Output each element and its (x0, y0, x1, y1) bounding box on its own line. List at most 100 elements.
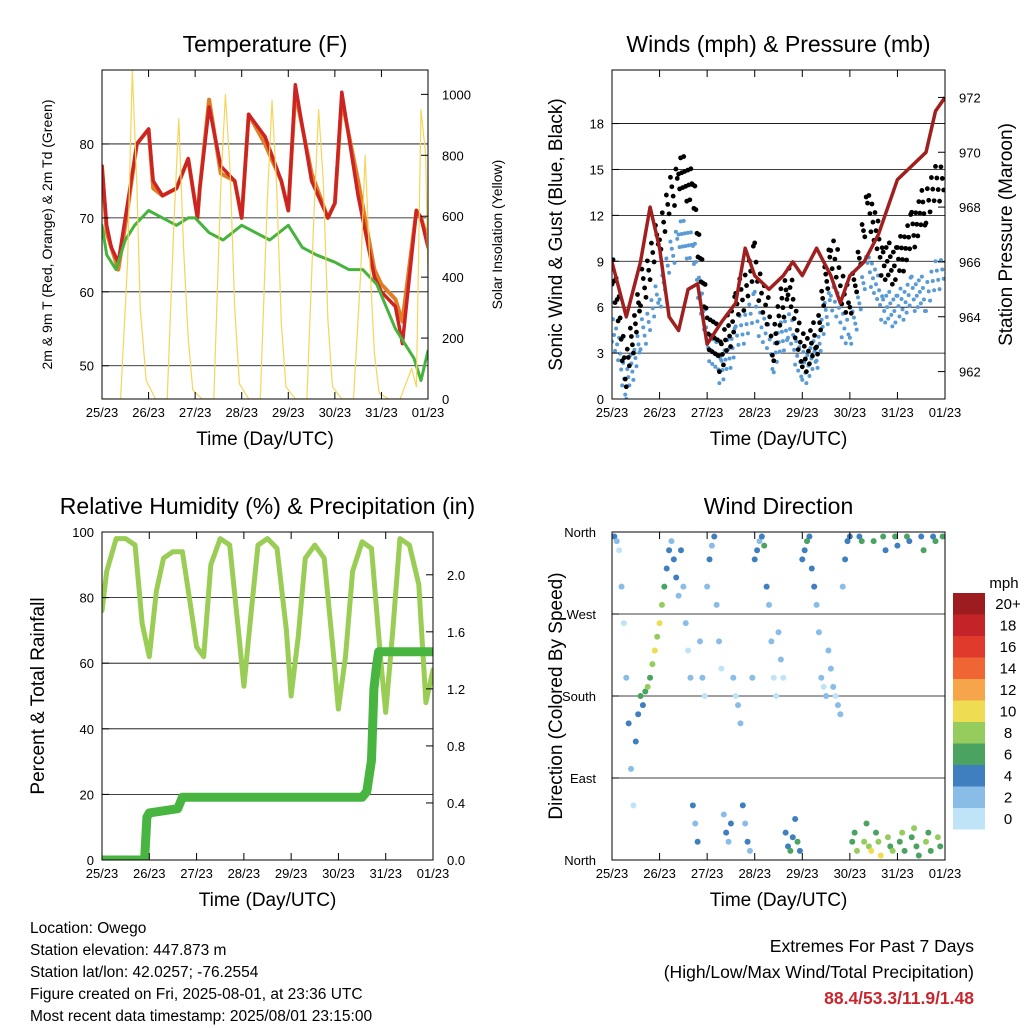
series-point-wind (898, 286, 903, 291)
series-point-wind (888, 301, 893, 306)
direction-point (908, 834, 915, 841)
series-point-wind (739, 323, 744, 328)
series-point-wind (653, 284, 658, 289)
series-point-wind (883, 320, 888, 325)
series-point-wind (680, 244, 685, 249)
series-point-gust (635, 292, 640, 297)
series-point-wind (842, 326, 847, 331)
series-point-wind (807, 374, 812, 379)
direction-point (899, 829, 906, 836)
series-point-wind (895, 293, 900, 298)
series-point-wind (792, 347, 797, 352)
series-point-wind (642, 333, 647, 338)
series-point-gust (742, 272, 748, 278)
series-point-gust (781, 314, 787, 320)
series-point-gust (728, 344, 733, 349)
series-point-wind (665, 263, 670, 268)
x-tick-label: 26/23 (133, 866, 166, 881)
direction-point (718, 665, 725, 672)
series-point-wind (821, 331, 826, 336)
direction-point (896, 838, 903, 845)
series-line-pressure (612, 96, 945, 346)
series-point-gust (662, 229, 668, 234)
extremes-subtitle: (High/Low/Max Wind/Total Precipitation) (663, 962, 974, 982)
plot-area (612, 96, 945, 399)
series-point-wind (630, 369, 635, 374)
series-point-wind (938, 258, 943, 263)
series-point-gust (666, 211, 672, 217)
series-point-wind (673, 229, 678, 234)
x-tick-label: 27/23 (179, 405, 212, 420)
direction-point (932, 538, 939, 545)
direction-point (794, 838, 801, 845)
series-point-gust (933, 164, 938, 169)
series-point-gust (801, 343, 807, 349)
series-point-gust (821, 303, 827, 309)
direction-point (892, 533, 899, 540)
series-point-gust (901, 268, 906, 274)
series-point-gust (843, 310, 849, 315)
legend-label: 10 (1000, 704, 1017, 721)
series-point-gust (923, 220, 929, 226)
series-point-gust (637, 308, 642, 314)
series-point-gust (829, 266, 835, 272)
series-point-gust (642, 285, 648, 291)
series-point-gust (937, 198, 942, 204)
series-point-wind (675, 236, 680, 241)
direction-point (761, 542, 768, 549)
series-point-wind (916, 278, 921, 283)
series-point-gust (910, 221, 916, 227)
series-point-gust (833, 274, 839, 280)
direction-point (830, 683, 837, 690)
series-point-wind (801, 350, 806, 354)
series-point-wind (826, 290, 831, 295)
direction-point (804, 538, 811, 545)
series-point-gust (633, 321, 638, 327)
series-point-gust (847, 304, 853, 310)
direction-point (863, 820, 870, 827)
x-tick-label: 26/23 (643, 866, 676, 881)
series-point-wind (612, 317, 616, 322)
series-point-gust (869, 201, 875, 207)
x-axis-label: Time (Day/UTC) (710, 890, 848, 911)
series-point-wind (731, 355, 736, 360)
direction-point (915, 852, 922, 859)
series-point-wind (795, 353, 800, 358)
direction-point (699, 674, 706, 681)
series-point-wind (846, 332, 851, 337)
series-point-gust (760, 310, 766, 315)
series-line-rain (102, 647, 433, 860)
series-point-wind (941, 276, 945, 281)
series-point-gust (891, 263, 897, 269)
series-point-wind (782, 319, 787, 324)
y-tick-label-right: 800 (442, 148, 464, 163)
series-point-wind (645, 311, 650, 316)
x-tick-label: 31/23 (881, 866, 914, 881)
series-point-gust (774, 340, 780, 346)
series-point-wind (836, 305, 841, 310)
series-point-gust (798, 359, 804, 364)
series-point-wind (849, 341, 854, 346)
created-text: Figure created on Fri, 2025-08-01, at 23… (30, 986, 363, 1003)
series-point-gust (724, 348, 729, 353)
series-point-gust (856, 255, 862, 261)
series-point-gust (674, 176, 680, 181)
direction-point (742, 820, 749, 827)
y-axis-label-left: Direction (Colored By Speed) (546, 572, 567, 819)
series-point-gust (665, 202, 671, 207)
direction-point (666, 547, 673, 554)
series-point-wind (887, 289, 892, 294)
direction-point (925, 829, 932, 836)
direction-point (799, 556, 806, 563)
series-point-wind (810, 366, 815, 371)
series-point-gust (719, 341, 724, 347)
series-point-gust (866, 193, 872, 198)
legend-swatch (953, 765, 985, 787)
series-point-wind (760, 340, 765, 345)
x-tick-label: 01/23 (929, 405, 962, 420)
series-point-gust (784, 296, 790, 302)
series-point-gust (736, 312, 741, 317)
y-axis-label-left: Sonic Wind & Gust (Blue, Black) (546, 98, 567, 370)
series-point-gust (941, 187, 945, 193)
series-point-wind (654, 292, 659, 297)
